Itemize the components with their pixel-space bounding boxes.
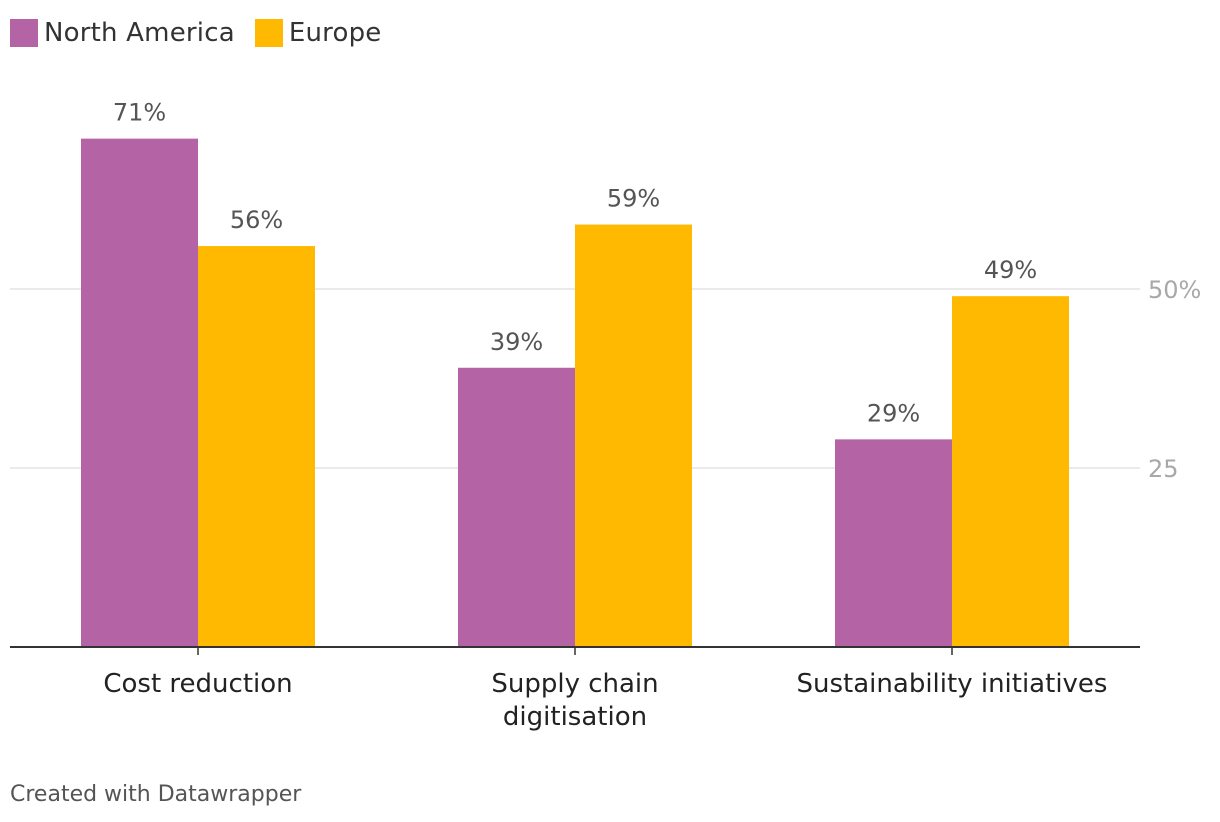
bar-europe-cost-reduction [198, 246, 315, 648]
bar-north-america-cost-reduction [81, 138, 198, 647]
data-label-europe-cost-reduction: 56% [230, 206, 283, 234]
x-category-label-cost-reduction: Cost reduction [103, 669, 292, 699]
legend-item-europe: Europe [254, 18, 382, 48]
data-label-europe-supply-chain-digitisation: 59% [607, 185, 660, 213]
bar-north-america-sustainability-initiatives [835, 439, 952, 647]
data-label-europe-sustainability-initiatives: 49% [984, 256, 1037, 284]
bar-north-america-supply-chain-digitisation [458, 367, 575, 647]
data-label-north-america-sustainability-initiatives: 29% [867, 399, 920, 427]
legend-label-north-america: North America [44, 18, 235, 48]
legend-swatch-europe [254, 19, 283, 47]
x-category-label-supply-chain-digitisation-line-1: Supply chain [491, 669, 658, 699]
bar-europe-supply-chain-digitisation [575, 224, 692, 647]
x-category-label-supply-chain-digitisation-line-2: digitisation [503, 702, 647, 732]
data-label-north-america-cost-reduction: 71% [113, 99, 166, 127]
legend-label-europe: Europe [288, 18, 382, 48]
bar-chart: 25 50% 71% 56% Cost reduction 39% 59% Supply ch… [10, 99, 1201, 732]
bar-europe-sustainability-initiatives [952, 296, 1069, 647]
data-label-north-america-supply-chain-digitisation: 39% [490, 328, 543, 356]
legend-swatch-north-america [10, 19, 38, 47]
footer-credit: Created with Datawrapper [10, 782, 302, 807]
legend-item-north-america: North America [10, 18, 235, 48]
y-tick-label-25: 25 [1148, 455, 1179, 483]
legend: North America Europe [10, 16, 401, 50]
y-tick-label-50: 50% [1148, 276, 1201, 304]
x-category-label-sustainability-initiatives: Sustainability initiatives [797, 669, 1108, 699]
